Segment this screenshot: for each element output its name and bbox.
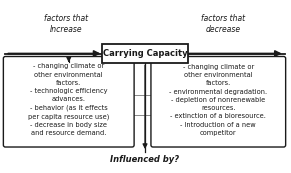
- Text: - changing climate or
other environmental
factors.
- technologic efficiency
adva: - changing climate or other environmenta…: [28, 63, 109, 136]
- FancyBboxPatch shape: [151, 57, 286, 147]
- Text: Carrying Capacity: Carrying Capacity: [103, 49, 187, 58]
- Text: - changing climate or
other environmental
factors.
- environmental degradation.
: - changing climate or other environmenta…: [169, 64, 267, 136]
- Text: factors that
decrease: factors that decrease: [201, 14, 245, 34]
- FancyBboxPatch shape: [102, 44, 188, 63]
- Text: Influenced by?: Influenced by?: [111, 155, 180, 164]
- FancyBboxPatch shape: [3, 57, 134, 147]
- Text: factors that
Increase: factors that Increase: [44, 14, 88, 34]
